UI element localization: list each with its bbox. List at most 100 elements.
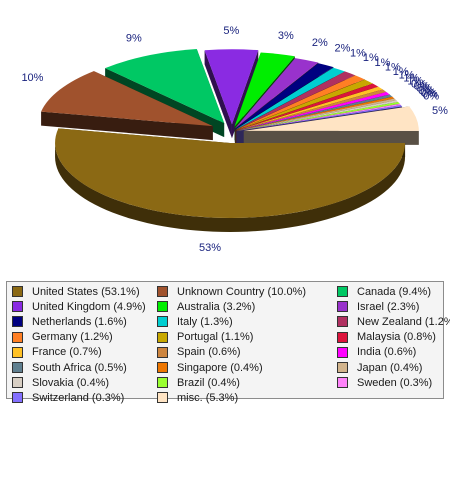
pie-slice-australia (234, 52, 295, 127)
legend-swatch (157, 346, 168, 358)
pie-slice-unknown-country (41, 71, 213, 127)
legend-label: Unknown Country (10.0%) (177, 285, 307, 298)
pie-slice-wall-22-1 (243, 130, 419, 145)
legend-item: misc. (5.3%) (157, 390, 238, 405)
legend-item: Unknown Country (10.0%) (157, 284, 306, 299)
pie-slice-france (236, 86, 383, 131)
legend-swatch (337, 331, 348, 343)
legend-item: United States (53.1%) (12, 284, 140, 299)
pie-label-19: 0% (420, 87, 436, 99)
pie-slice-spain (236, 89, 387, 131)
legend-item: Slovakia (0.4%) (12, 375, 109, 390)
pie-label-17: 0% (416, 83, 432, 95)
legend-label: Sweden (0.3%) (357, 376, 433, 389)
legend-swatch (337, 301, 348, 313)
pie-slice-united-states (55, 128, 406, 218)
pie-slice-brazil (236, 102, 400, 131)
legend-item: Germany (1.2%) (12, 330, 113, 345)
pie-slice-canada (105, 49, 225, 124)
legend-item: Italy (1.3%) (157, 314, 233, 329)
legend-label: Portugal (1.1%) (177, 331, 254, 344)
legend-label: South Africa (0.5%) (32, 361, 127, 374)
pie-label-5: 2% (312, 37, 328, 49)
legend-swatch (12, 346, 23, 358)
legend-swatch (157, 392, 168, 404)
legend-label: Malaysia (0.8%) (357, 331, 436, 344)
legend-item: Japan (0.4%) (337, 360, 422, 375)
legend-item: Brazil (0.4%) (157, 375, 240, 390)
legend-item: South Africa (0.5%) (12, 360, 127, 375)
legend-label: Switzerland (0.3%) (32, 391, 125, 404)
legend-swatch (12, 286, 23, 297)
pie-label-7: 1% (350, 48, 366, 60)
pie-slice-sweden (236, 103, 401, 132)
legend-label: Japan (0.4%) (357, 361, 423, 374)
pie-label-14: 1% (407, 76, 423, 88)
pie-label-21: 0% (423, 90, 439, 102)
legend-label: Israel (2.3%) (357, 300, 420, 313)
legend-label: Italy (1.3%) (177, 315, 233, 328)
pie-label-1: 10% (21, 72, 43, 84)
pie-slice-slovakia (236, 100, 399, 131)
legend-swatch (157, 286, 168, 297)
pie-label-18: 0% (418, 85, 434, 97)
legend-swatch (157, 301, 168, 313)
legend-item: India (0.6%) (337, 345, 416, 360)
pie-slice-portugal (235, 79, 373, 131)
pie-slice-malaysia (235, 83, 379, 131)
pie-slice-italy (234, 67, 345, 130)
legend-label: Germany (1.2%) (32, 331, 113, 344)
pie-label-0: 53% (199, 242, 221, 254)
legend-swatch (157, 362, 168, 373)
legend-item: United Kingdom (4.9%) (12, 299, 146, 314)
legend-label: France (0.7%) (32, 346, 102, 359)
pie-slice-japan (236, 98, 397, 131)
pie-slice-united-kingdom (204, 49, 259, 125)
legend-swatch (337, 377, 348, 389)
legend-item: Portugal (1.1%) (157, 330, 253, 345)
pie-slice-netherlands (235, 63, 334, 130)
pie-label-8: 1% (363, 52, 379, 64)
pie-label-22: 5% (432, 105, 448, 117)
legend-swatch (12, 301, 23, 313)
legend-label: Spain (0.6%) (177, 346, 241, 359)
pie-slice-india (236, 92, 390, 131)
legend-label: Canada (9.4%) (357, 285, 431, 298)
legend-swatch (157, 377, 168, 389)
pie-slice-germany (235, 75, 365, 131)
legend-swatch (337, 346, 348, 358)
pie-label-6: 2% (335, 43, 351, 55)
legend-swatch (12, 331, 23, 343)
pie-label-15: 0% (411, 78, 427, 90)
legend-label: Netherlands (1.6%) (32, 315, 127, 328)
legend-label: misc. (5.3%) (177, 391, 239, 404)
legend-label: Brazil (0.4%) (177, 376, 240, 389)
legend-label: Australia (3.2%) (177, 300, 256, 313)
legend-swatch (337, 362, 348, 373)
legend-swatch (12, 392, 23, 404)
pie-slice-switzerland (236, 105, 403, 132)
pie-label-13: 1% (403, 73, 419, 85)
legend-swatch (12, 316, 23, 328)
legend-swatch (157, 316, 168, 328)
pie-label-9: 1% (375, 57, 391, 69)
legend-item: Sweden (0.3%) (337, 375, 432, 390)
legend-swatch (12, 362, 23, 373)
legend-item: Spain (0.6%) (157, 345, 241, 360)
pie-slice-singapore (236, 96, 395, 131)
pie-slice-wall-1-0 (41, 111, 213, 141)
legend-item: Singapore (0.4%) (157, 360, 263, 375)
pie-label-11: 1% (393, 66, 409, 78)
pie-label-4: 3% (278, 30, 294, 42)
legend-item: Netherlands (1.6%) (12, 314, 127, 329)
pie-slice-misc (243, 106, 419, 131)
legend-swatch (337, 286, 348, 297)
legend-item: Israel (2.3%) (337, 299, 419, 314)
legend-swatch (157, 331, 168, 343)
legend-item: Canada (9.4%) (337, 284, 431, 299)
pie-chart: 53%10%9%5% 3%2% 2% 1%1%1%1%1%1%1%1%0%0%0%0%… (21, 25, 448, 254)
legend-label: Singapore (0.4%) (177, 361, 263, 374)
legend-label: New Zealand (1.2%) (357, 315, 450, 328)
legend-label: India (0.6%) (357, 346, 417, 359)
legend-swatch (337, 316, 348, 328)
